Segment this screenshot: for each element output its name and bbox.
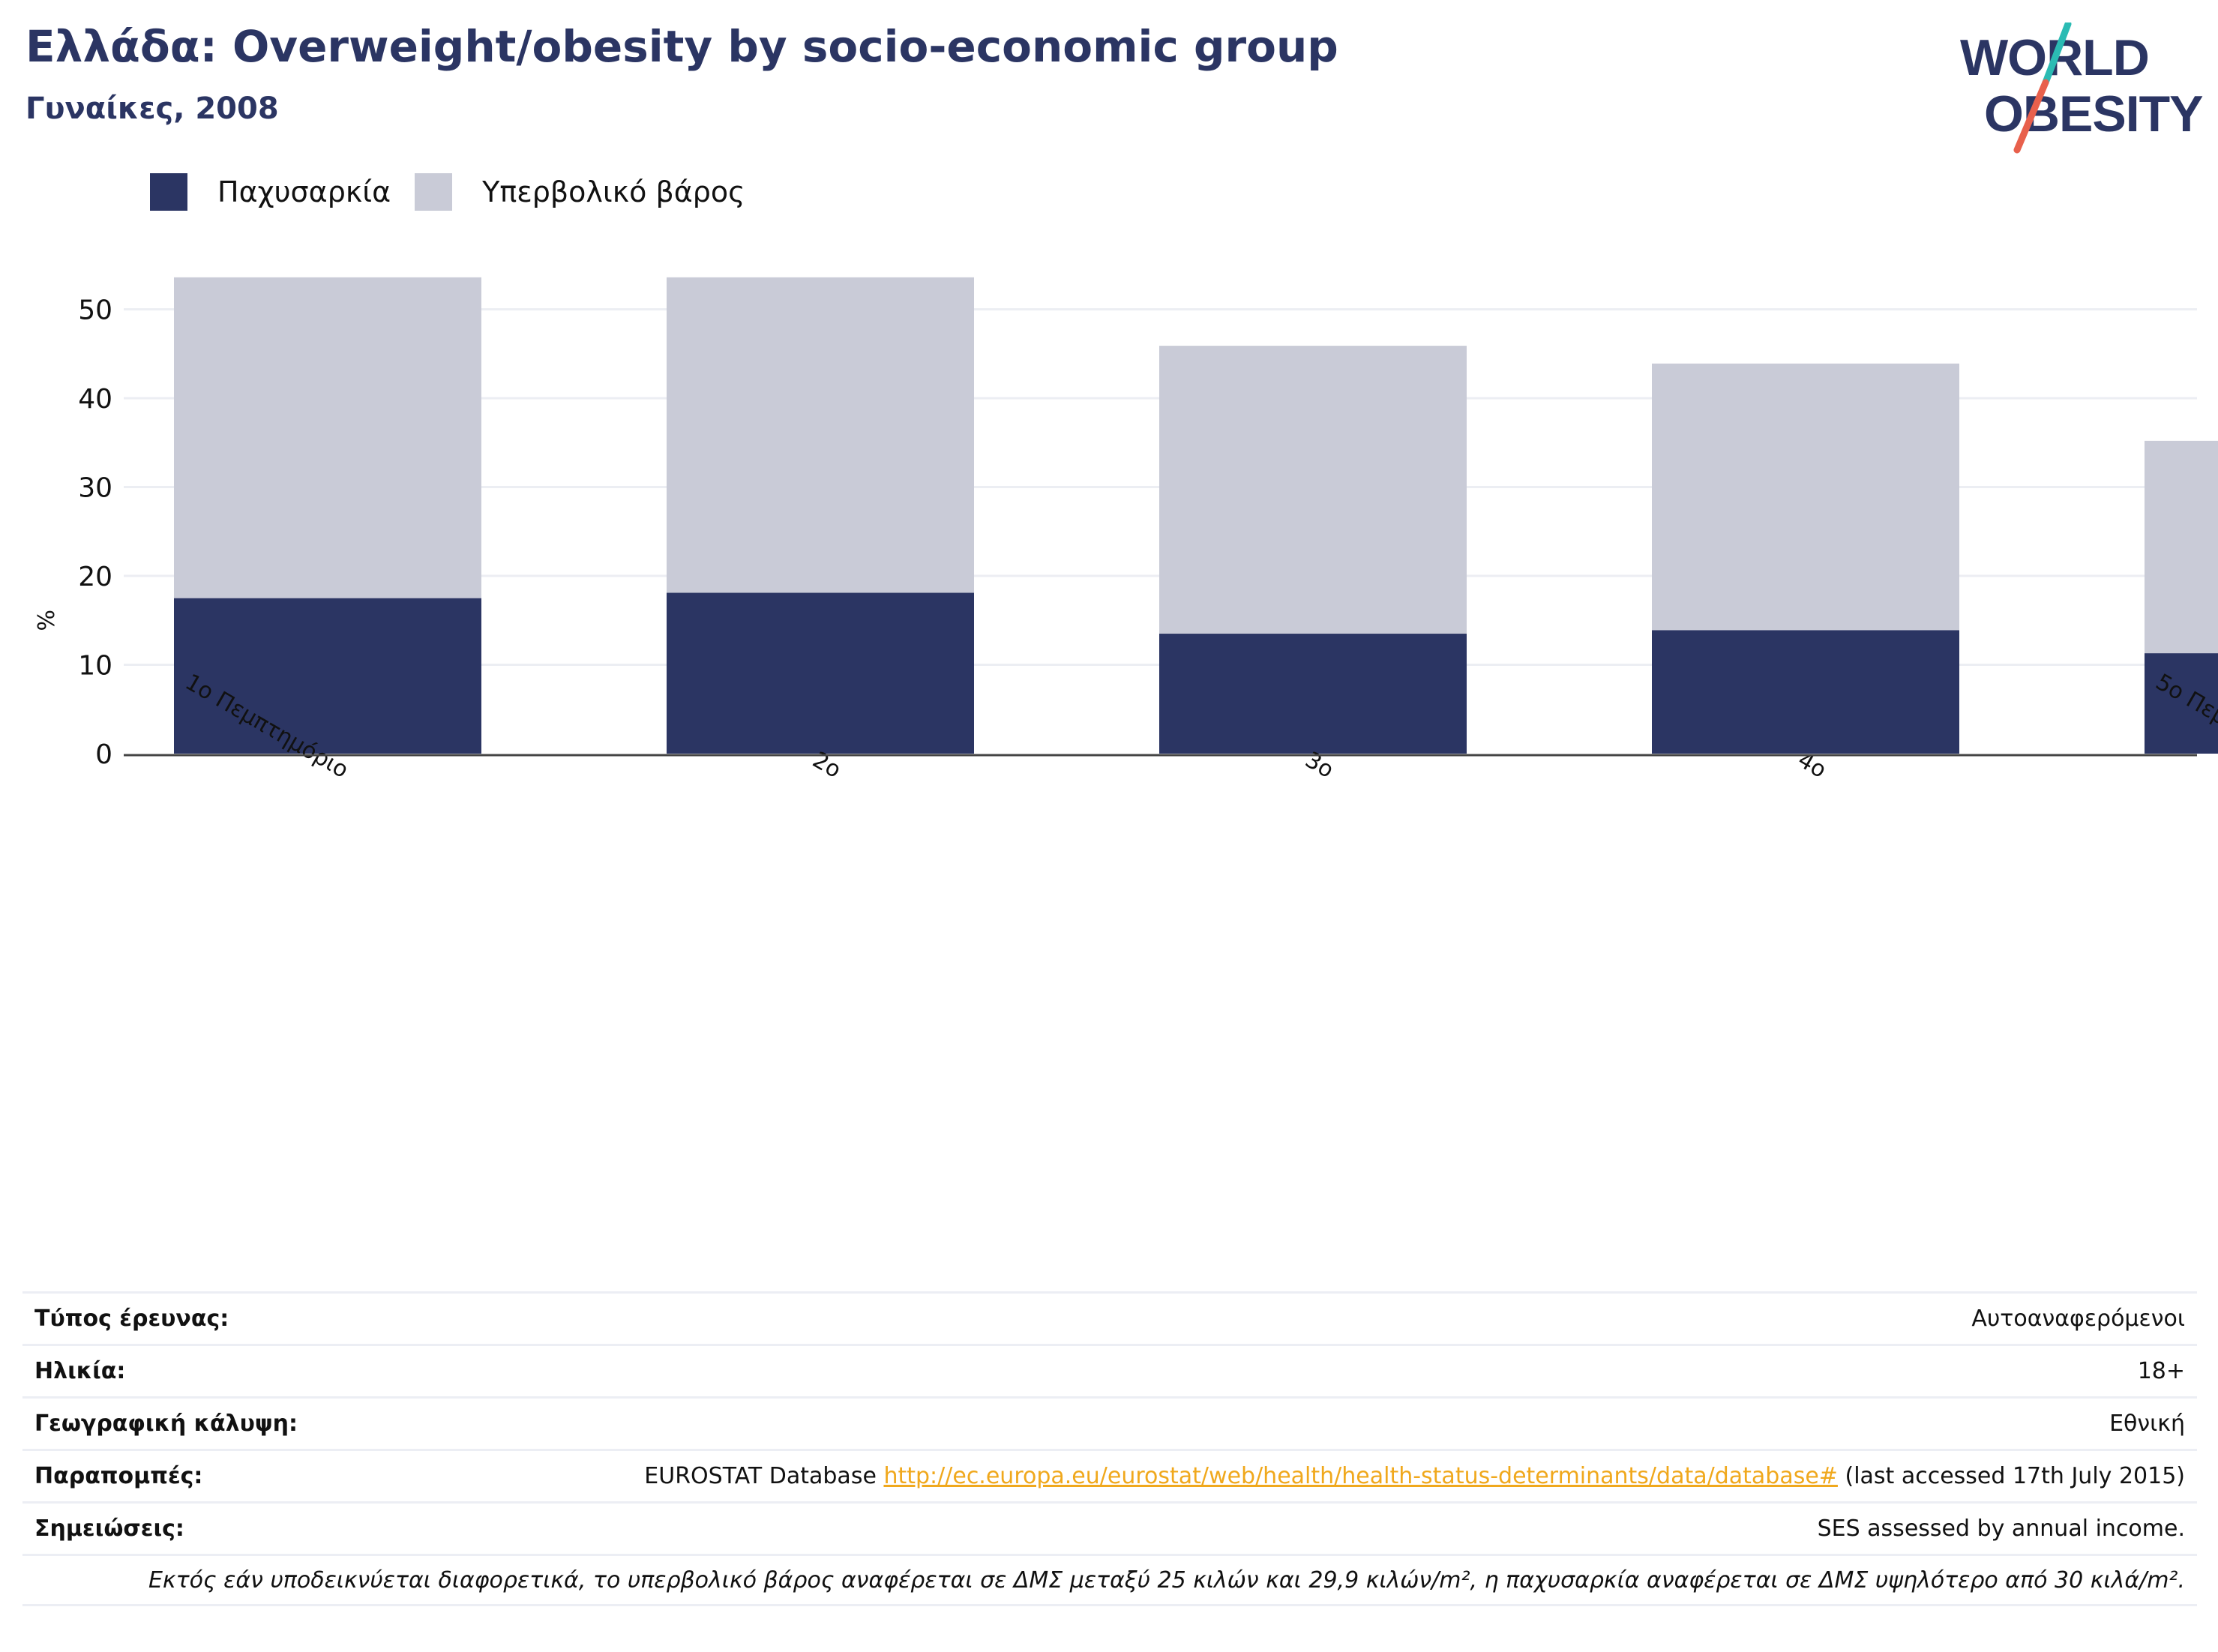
bar-obesity <box>174 598 481 754</box>
logo-slash-bottom <box>2013 79 2049 154</box>
legend-item-overweight[interactable]: Υπερβολικό βάρος <box>415 173 745 211</box>
bar-obesity <box>1652 630 1959 754</box>
reference-suffix: (last accessed 17th July 2015) <box>1837 1463 2185 1489</box>
bar-obesity <box>667 592 974 754</box>
y-tick-label: 10 <box>78 651 112 682</box>
meta-value: 18+ <box>2137 1358 2185 1384</box>
meta-key: Τύπος έρευνας: <box>34 1306 229 1332</box>
reference-prefix: EUROSTAT Database <box>644 1463 884 1489</box>
legend-swatch-overweight <box>415 173 453 211</box>
metadata-table: Τύπος έρευνας: Αυτοαναφερόμενοι Ηλικία: … <box>22 1291 2197 1606</box>
legend-label-obesity: Παχυσαρκία <box>217 175 391 208</box>
world-obesity-logo[interactable]: WORLD OBESITY <box>1957 22 2205 157</box>
meta-value: Εθνική <box>2109 1411 2185 1437</box>
y-axis-label: % <box>34 610 60 631</box>
y-tick-label: 40 <box>78 384 112 415</box>
meta-value: EUROSTAT Database http://ec.europa.eu/eu… <box>644 1463 2185 1489</box>
logo-line2: OBESITY <box>1984 85 2203 142</box>
footnote: Εκτός εάν υποδεικνύεται διαφορετικά, το … <box>148 1567 2185 1594</box>
meta-value: Αυτοαναφερόμενοι <box>1971 1306 2185 1332</box>
y-tick-label: 0 <box>95 739 112 770</box>
reference-link[interactable]: http://ec.europa.eu/eurostat/web/health/… <box>883 1463 1838 1489</box>
bar-overweight <box>1652 363 1959 631</box>
meta-row-coverage: Γεωγραφική κάλυψη: Εθνική <box>22 1396 2197 1449</box>
chart-title: Ελλάδα: Overweight/obesity by socio-econ… <box>25 21 1338 72</box>
meta-key: Ηλικία: <box>34 1358 126 1384</box>
meta-row-survey-type: Τύπος έρευνας: Αυτοαναφερόμενοι <box>22 1291 2197 1344</box>
legend-item-obesity[interactable]: Παχυσαρκία <box>150 173 391 211</box>
y-tick-label: 20 <box>78 562 112 592</box>
meta-row-references: Παραπομπές: EUROSTAT Database http://ec.… <box>22 1449 2197 1501</box>
bar-overweight <box>174 277 481 598</box>
bar-overweight <box>2145 440 2218 654</box>
bar-obesity <box>1159 634 1467 754</box>
meta-row-footnote: Εκτός εάν υποδεικνύεται διαφορετικά, το … <box>22 1554 2197 1606</box>
bar-overweight <box>1159 346 1467 634</box>
bar-overweight <box>667 277 974 593</box>
meta-key: Παραπομπές: <box>34 1463 203 1489</box>
legend: Παχυσαρκία Υπερβολικό βάρος <box>150 171 769 213</box>
meta-value: SES assessed by annual income. <box>1817 1516 2185 1542</box>
y-tick-label: 50 <box>78 295 112 326</box>
logo-slash-top <box>2042 22 2072 86</box>
meta-key: Σημειώσεις: <box>34 1516 184 1542</box>
meta-key: Γεωγραφική κάλυψη: <box>34 1411 298 1437</box>
meta-row-notes: Σημειώσεις: SES assessed by annual incom… <box>22 1501 2197 1554</box>
y-tick-label: 30 <box>78 473 112 504</box>
legend-swatch-obesity <box>150 173 187 211</box>
legend-label-overweight: Υπερβολικό βάρος <box>482 175 745 208</box>
bar-obesity <box>2145 653 2218 754</box>
meta-row-age: Ηλικία: 18+ <box>22 1344 2197 1396</box>
chart-subtitle: Γυναίκες, 2008 <box>25 91 279 126</box>
